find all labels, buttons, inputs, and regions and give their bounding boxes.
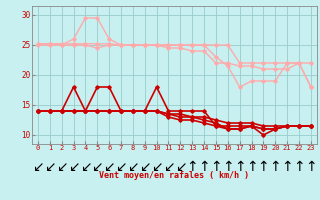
X-axis label: Vent moyen/en rafales ( km/h ): Vent moyen/en rafales ( km/h ) [100, 171, 249, 180]
